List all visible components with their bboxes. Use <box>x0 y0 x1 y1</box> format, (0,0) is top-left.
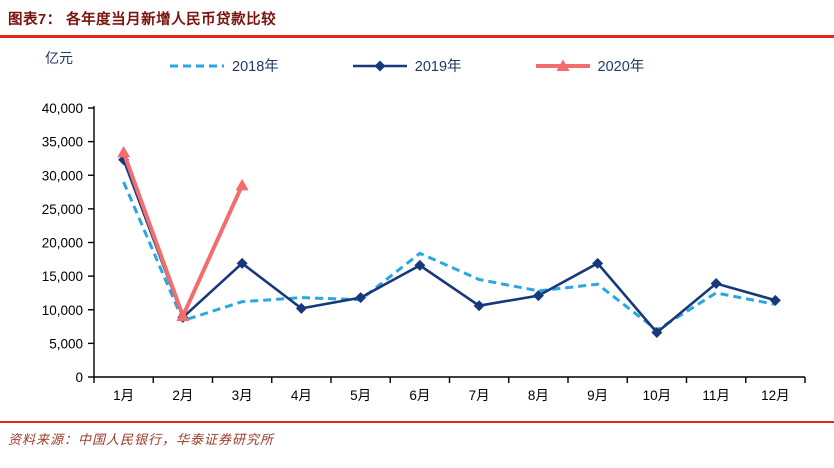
svg-text:20,000: 20,000 <box>42 236 83 251</box>
svg-text:0: 0 <box>75 370 83 385</box>
legend-label-2019: 2019年 <box>414 59 462 75</box>
diamond-marker <box>355 292 367 304</box>
svg-text:11月: 11月 <box>702 388 730 403</box>
svg-text:10月: 10月 <box>643 388 672 403</box>
legend-swatch-2019-diamond-line-icon <box>352 60 407 71</box>
diamond-marker <box>592 257 604 269</box>
series-line-2019年 <box>122 159 776 335</box>
svg-text:4月: 4月 <box>291 388 312 403</box>
diamond-marker <box>473 300 485 312</box>
svg-text:30,000: 30,000 <box>42 168 83 183</box>
legend-label-2018: 2018年 <box>232 59 279 75</box>
svg-text:2月: 2月 <box>172 388 193 403</box>
source-note: 资料来源：中国人民银行，华泰证券研究所 <box>8 433 275 448</box>
legend-item-2019: 2019年 <box>351 55 462 76</box>
triangle-marker <box>117 145 131 158</box>
diamond-marker <box>651 327 663 339</box>
diamond-marker <box>710 278 722 290</box>
diamond-marker <box>295 302 307 314</box>
svg-text:1月: 1月 <box>113 388 134 403</box>
svg-text:3月: 3月 <box>232 388 253 403</box>
diamond-marker <box>414 259 426 271</box>
diamond-marker <box>532 290 544 302</box>
svg-text:15,000: 15,000 <box>42 269 83 284</box>
y-axis-unit-label: 亿元 <box>45 50 73 66</box>
svg-text:9月: 9月 <box>587 388 608 403</box>
line-chart-plot: 0 5,000 10,000 15,000 20,000 25,000 30,000 35,0… <box>42 101 806 403</box>
chart-title: 图表7： 各年度当月新增人民币贷款比较 <box>8 12 277 28</box>
svg-text:10,000: 10,000 <box>42 303 83 318</box>
series-line-2018年 <box>122 181 776 332</box>
diamond-marker <box>374 60 386 71</box>
svg-text:40,000: 40,000 <box>42 101 83 116</box>
svg-text:5月: 5月 <box>350 388 371 403</box>
legend-item-2020: 2020年 <box>534 55 645 76</box>
triangle-marker <box>235 178 249 191</box>
legend-swatch-2020-triangle-line-icon <box>535 59 590 71</box>
svg-text:12月: 12月 <box>761 388 790 403</box>
triangle-marker <box>176 309 190 322</box>
title-underline-rule <box>0 35 834 38</box>
series-line-2020年 <box>121 151 244 322</box>
chart-legend: 2018年 2019年 2020年 <box>168 55 644 76</box>
svg-text:8月: 8月 <box>528 388 549 403</box>
diamond-marker <box>236 257 248 269</box>
svg-text:25,000: 25,000 <box>42 202 83 217</box>
legend-item-2018: 2018年 <box>168 55 279 76</box>
svg-text:6月: 6月 <box>409 388 430 403</box>
svg-text:5,000: 5,000 <box>49 336 83 351</box>
legend-swatch-2018-dashed-line-icon <box>170 64 224 67</box>
triangle-marker <box>556 59 570 71</box>
footer-rule <box>0 421 834 423</box>
legend-label-2020: 2020年 <box>597 59 645 75</box>
svg-text:35,000: 35,000 <box>42 135 83 150</box>
svg-text:7月: 7月 <box>469 388 490 403</box>
diamond-marker <box>769 294 781 306</box>
